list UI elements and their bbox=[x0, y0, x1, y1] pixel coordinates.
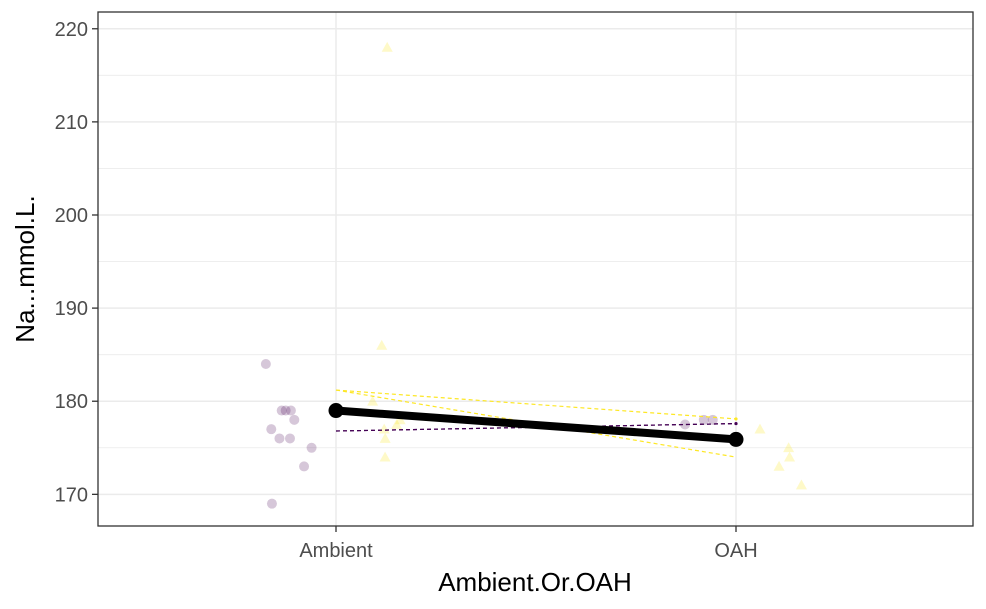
data-point-triangle bbox=[394, 414, 406, 425]
y-tick-label: 210 bbox=[55, 112, 88, 134]
data-point-circle bbox=[289, 414, 300, 425]
interval-end-marker bbox=[734, 417, 738, 421]
x-tick-label: Ambient bbox=[299, 540, 373, 562]
plot-background bbox=[98, 12, 973, 526]
data-point-triangle bbox=[378, 423, 390, 434]
interval-line bbox=[335, 389, 737, 420]
data-point-triangle bbox=[379, 432, 391, 443]
interval-lines bbox=[335, 389, 738, 458]
data-point-circle bbox=[285, 405, 296, 416]
data-point-triangle bbox=[754, 423, 766, 434]
data-point-circle bbox=[306, 442, 317, 453]
data-point-triangle bbox=[381, 41, 393, 52]
plot-border bbox=[97, 11, 974, 527]
y-tick-label: 170 bbox=[55, 484, 88, 506]
data-point-triangle bbox=[379, 451, 391, 462]
data-points bbox=[260, 41, 807, 509]
y-axis: 170 180 190 200 210 220 bbox=[55, 19, 98, 506]
mean-point bbox=[728, 431, 744, 447]
data-point-circle bbox=[260, 358, 271, 369]
data-point-circle bbox=[266, 424, 277, 435]
data-point-circle bbox=[280, 405, 291, 416]
data-point-triangle bbox=[795, 479, 807, 490]
data-point-triangle bbox=[784, 451, 796, 462]
data-point-triangle bbox=[773, 460, 785, 471]
data-point-circle bbox=[274, 433, 285, 444]
x-axis: Ambient OAH bbox=[299, 526, 758, 562]
data-point-triangle bbox=[376, 339, 388, 350]
interval-line bbox=[335, 422, 737, 432]
x-axis-title: Ambient.Or.OAH bbox=[438, 567, 632, 597]
y-axis-title: Na...mmol.L. bbox=[10, 195, 40, 342]
y-tick-label: 190 bbox=[55, 298, 88, 320]
data-point-circle bbox=[299, 461, 310, 472]
mean-point bbox=[328, 403, 344, 419]
y-tick-label: 220 bbox=[55, 19, 88, 41]
data-point-circle bbox=[276, 405, 287, 416]
interval-line bbox=[335, 389, 737, 458]
mean-line-group bbox=[328, 403, 744, 447]
interval-end-marker bbox=[734, 421, 738, 426]
data-point-circle bbox=[266, 498, 277, 509]
data-point-triangle bbox=[783, 442, 795, 453]
data-point-circle bbox=[284, 433, 295, 444]
mean-line bbox=[332, 406, 740, 444]
data-point-triangle bbox=[391, 419, 403, 429]
y-tick-label: 180 bbox=[55, 391, 88, 413]
y-tick-label: 200 bbox=[55, 205, 88, 227]
data-point-circle bbox=[680, 419, 691, 430]
data-point-triangle bbox=[367, 395, 379, 406]
x-tick-label: OAH bbox=[714, 540, 757, 562]
